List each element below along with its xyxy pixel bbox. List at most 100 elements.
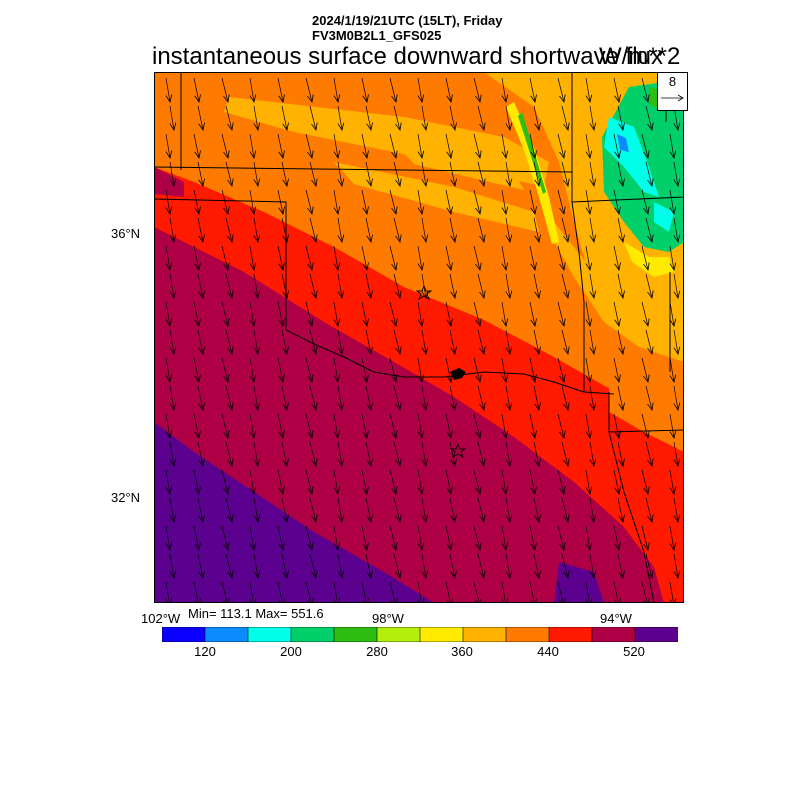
wind-arrow — [473, 133, 480, 158]
wind-arrow — [250, 77, 254, 102]
wind-arrow — [254, 553, 258, 578]
wind-arrow — [193, 245, 199, 270]
wind-arrow — [193, 301, 199, 326]
wind-arrow — [365, 441, 371, 466]
wind-arrow — [477, 273, 484, 298]
wind-arrow — [674, 441, 678, 466]
wind-arrow — [533, 217, 539, 242]
lon-label-98w: 98°W — [372, 611, 404, 626]
vector-reference-arrow — [661, 94, 684, 102]
wind-arrow — [250, 133, 254, 158]
lake-texoma — [450, 368, 466, 380]
colorbar-label-280: 280 — [366, 644, 388, 659]
model-name: FV3M0B2L1_GFS025 — [312, 28, 442, 43]
lat-label-36n: 36°N — [111, 226, 141, 241]
wind-arrow — [477, 217, 484, 242]
wind-arrow — [645, 273, 652, 298]
field-yellow-streak — [506, 102, 559, 244]
wind-arrow — [254, 441, 258, 466]
wind-arrow — [445, 357, 451, 382]
wind-arrow — [281, 441, 287, 466]
wind-arrow — [445, 245, 451, 270]
field-red-se-notch — [624, 527, 684, 603]
wind-arrow — [197, 217, 203, 242]
wind-arrow — [586, 357, 590, 382]
wind-arrow — [473, 77, 480, 102]
wind-arrow — [166, 189, 170, 214]
wind-arrow — [418, 413, 422, 438]
wind-arrow — [361, 413, 367, 438]
units-label: W/m**2 — [599, 43, 681, 70]
wind-arrow — [393, 217, 400, 242]
wind-arrow — [361, 301, 367, 326]
wind-arrow — [422, 329, 426, 354]
wind-arrow — [645, 161, 652, 186]
wind-arrow — [641, 133, 648, 158]
wind-arrow — [529, 189, 535, 214]
wind-arrow — [166, 133, 170, 158]
field-lightorange-east — [549, 222, 684, 362]
wind-arrow — [613, 133, 619, 158]
wind-arrow — [277, 77, 283, 102]
wind-arrow — [590, 553, 594, 578]
wind-arrow — [393, 161, 400, 186]
wind-arrow — [309, 105, 316, 130]
wind-arrow — [529, 525, 535, 550]
wind-arrow — [502, 525, 506, 550]
wind-arrow — [445, 301, 451, 326]
wind-arrow — [506, 497, 510, 522]
wind-arrow — [166, 245, 170, 270]
wind-arrow — [250, 525, 254, 550]
wind-arrow — [670, 301, 674, 326]
wind-arrow — [197, 553, 203, 578]
wind-arrow — [529, 133, 535, 158]
wind-arrow — [586, 525, 590, 550]
wind-arrow — [561, 217, 568, 242]
wind-arrow — [506, 105, 510, 130]
wind-arrow — [418, 245, 422, 270]
wind-arrow — [221, 77, 228, 102]
wind-arrow — [254, 497, 258, 522]
wind-arrow — [641, 189, 648, 214]
wind-arrow — [225, 105, 232, 130]
wind-arrow — [305, 357, 312, 382]
wind-arrow — [533, 161, 539, 186]
wind-arrow — [334, 525, 338, 550]
wind-arrow — [254, 329, 258, 354]
wind-arrow — [305, 469, 312, 494]
wind-arrow — [586, 189, 590, 214]
wind-arrow — [449, 105, 455, 130]
wind-arrow — [533, 329, 539, 354]
wind-arrow — [250, 413, 254, 438]
wind-arrow — [225, 553, 232, 578]
wind-arrow — [617, 161, 623, 186]
wind-arrow — [281, 105, 287, 130]
wind-arrow — [422, 385, 426, 410]
wind-arrow — [193, 469, 199, 494]
wind-arrow — [586, 413, 590, 438]
wind-arrow — [277, 133, 283, 158]
colorbar-swatch — [162, 627, 206, 642]
colorbar-swatch — [548, 627, 593, 642]
wind-arrow — [338, 497, 342, 522]
wind-arrow — [305, 525, 312, 550]
wind-arrow — [309, 497, 316, 522]
wind-arrow — [418, 469, 422, 494]
wind-arrow — [529, 469, 535, 494]
wind-arrow — [645, 105, 652, 130]
wind-arrow — [393, 105, 400, 130]
wind-arrow — [254, 385, 258, 410]
wind-arrow — [590, 161, 594, 186]
wind-arrow — [557, 77, 564, 102]
wind-arrow — [449, 553, 455, 578]
wind-arrow — [365, 217, 371, 242]
wind-arrow — [393, 385, 400, 410]
lon-label-94w: 94°W — [600, 611, 632, 626]
wind-arrow — [170, 217, 174, 242]
wind-arrow — [254, 273, 258, 298]
wind-arrow — [449, 273, 455, 298]
wind-arrow — [613, 245, 619, 270]
wind-arrow — [338, 329, 342, 354]
wind-arrow — [225, 441, 232, 466]
wind-arrow — [225, 161, 232, 186]
